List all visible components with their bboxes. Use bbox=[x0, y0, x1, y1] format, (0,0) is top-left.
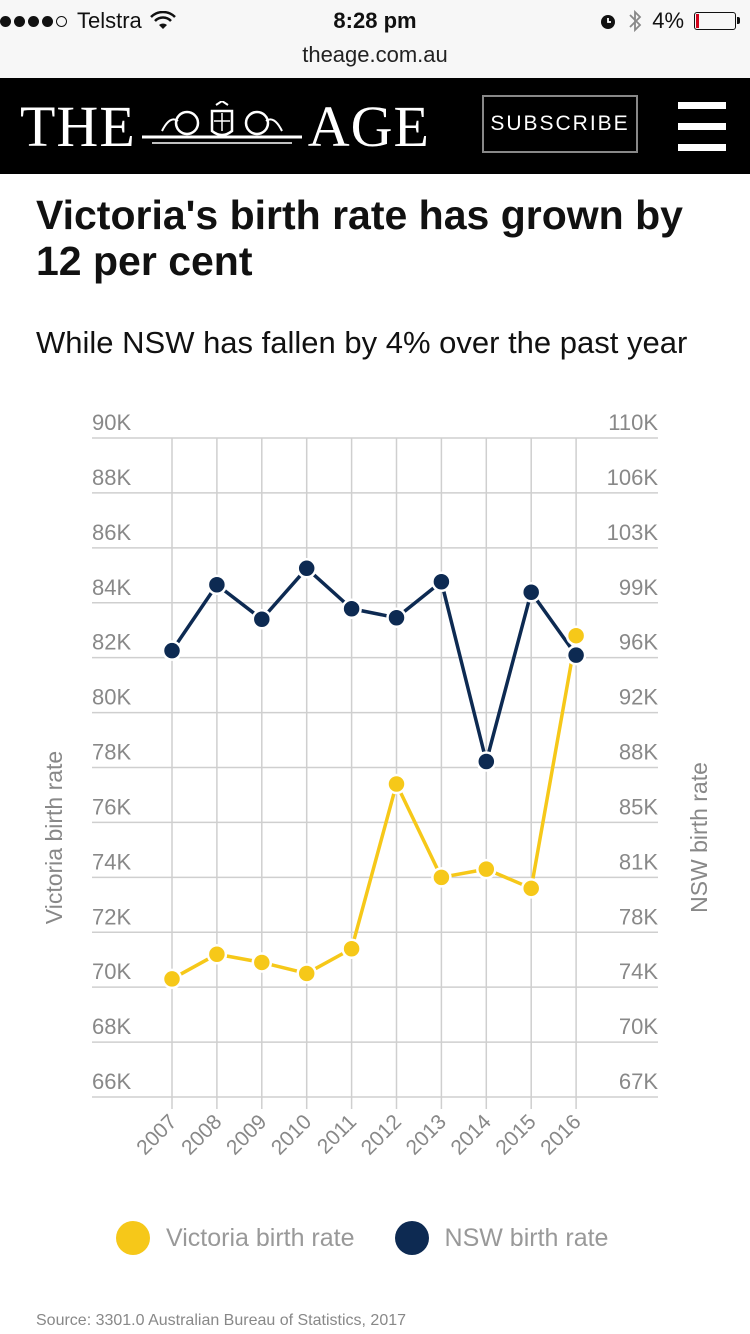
legend-item-victoria[interactable]: Victoria birth rate bbox=[116, 1221, 355, 1255]
data-point-nsw bbox=[431, 571, 452, 593]
y-tick-left: 72K bbox=[92, 904, 131, 929]
y-tick-left: 90K bbox=[92, 410, 131, 435]
carrier-name: Telstra bbox=[77, 8, 142, 33]
series-line-victoria bbox=[171, 635, 578, 981]
crest-icon bbox=[141, 101, 302, 144]
signal-strength-icon bbox=[0, 15, 67, 27]
data-point-nsw bbox=[296, 558, 317, 579]
data-point-victoria bbox=[386, 773, 407, 795]
y-axis-title-left: Victoria birth rate bbox=[41, 751, 67, 924]
y-tick-right: 81K bbox=[619, 849, 658, 874]
birth-rate-chart: 90K 110K 88K 106K 86K 103K 84K 99K 82K 96K 80K 92K 7… bbox=[41, 410, 712, 1160]
x-tick-label: 2015 bbox=[491, 1110, 540, 1159]
y-tick-right: 99K bbox=[619, 575, 658, 600]
x-tick-label: 2010 bbox=[267, 1110, 316, 1159]
alarm-icon bbox=[601, 15, 616, 29]
x-tick-label: 2016 bbox=[536, 1110, 585, 1159]
data-point-nsw bbox=[206, 574, 228, 596]
article-subhead: While NSW has fallen by 4% over the past… bbox=[36, 325, 688, 360]
data-point-victoria bbox=[296, 963, 317, 984]
y-tick-left: 66K bbox=[92, 1069, 131, 1094]
battery-percent: 4% bbox=[652, 8, 684, 33]
data-point-victoria bbox=[565, 625, 587, 646]
x-tick-label: 2013 bbox=[402, 1110, 451, 1159]
data-point-nsw bbox=[565, 644, 587, 666]
data-point-victoria bbox=[520, 878, 542, 899]
y-tick-left: 70K bbox=[92, 959, 131, 984]
y-tick-right: 85K bbox=[619, 794, 658, 819]
legend-swatch-nsw bbox=[394, 1221, 429, 1255]
address-bar-url[interactable]: theage.com.au bbox=[302, 42, 448, 67]
data-point-victoria bbox=[476, 858, 497, 880]
y-tick-right: 92K bbox=[619, 685, 658, 710]
data-point-nsw bbox=[251, 608, 273, 630]
x-tick-label: 2008 bbox=[177, 1110, 226, 1159]
data-point-nsw bbox=[386, 607, 407, 628]
data-point-nsw bbox=[476, 751, 497, 772]
hamburger-menu-icon[interactable] bbox=[678, 102, 726, 152]
y-axis-title-right: NSW birth rate bbox=[686, 762, 712, 913]
data-point-victoria bbox=[161, 968, 183, 990]
y-tick-right: 103K bbox=[607, 520, 659, 545]
legend-item-nsw[interactable]: NSW birth rate bbox=[394, 1221, 609, 1255]
y-tick-left: 68K bbox=[92, 1014, 131, 1039]
wifi-icon bbox=[149, 11, 176, 29]
article-headline: Victoria's birth rate has grown by 12 pe… bbox=[36, 192, 683, 284]
y-tick-left: 82K bbox=[92, 630, 131, 655]
logo-word-the: THE bbox=[20, 93, 136, 159]
y-tick-right: 88K bbox=[619, 740, 658, 765]
x-tick-label: 2009 bbox=[222, 1110, 271, 1159]
legend-label-nsw: NSW birth rate bbox=[444, 1223, 609, 1252]
y-tick-right: 110K bbox=[608, 410, 658, 435]
y-tick-right: 70K bbox=[619, 1014, 658, 1039]
legend-label-victoria: Victoria birth rate bbox=[166, 1223, 355, 1252]
chart-source: Source: 3301.0 Australian Bureau of Stat… bbox=[36, 1312, 407, 1329]
data-point-victoria bbox=[251, 952, 273, 973]
series-line-nsw bbox=[170, 566, 578, 764]
status-bar: Telstra 8:28 pm 4% theage.com.au bbox=[0, 0, 750, 78]
y-tick-right: 96K bbox=[619, 630, 658, 655]
data-point-nsw bbox=[520, 582, 542, 603]
data-point-nsw bbox=[341, 598, 362, 619]
x-tick-label: 2007 bbox=[132, 1110, 181, 1159]
battery-icon bbox=[694, 12, 740, 30]
y-tick-left: 80K bbox=[92, 685, 131, 710]
subscribe-button[interactable]: SUBSCRIBE bbox=[482, 95, 638, 153]
logo-word-age: AGE bbox=[307, 93, 430, 159]
x-tick-label: 2012 bbox=[357, 1110, 406, 1159]
y-tick-left: 84K bbox=[92, 575, 131, 600]
bluetooth-icon bbox=[629, 9, 642, 33]
y-tick-right: 67K bbox=[619, 1069, 658, 1094]
y-tick-right: 74K bbox=[619, 959, 658, 984]
chart-legend: Victoria birth rate NSW birth rate bbox=[116, 1220, 648, 1256]
data-point-nsw bbox=[161, 640, 183, 661]
y-tick-left: 86K bbox=[92, 520, 131, 545]
y-tick-left: 78K bbox=[92, 740, 131, 765]
legend-swatch-victoria bbox=[116, 1221, 150, 1255]
clock: 8:28 pm bbox=[333, 8, 417, 33]
y-tick-left: 88K bbox=[92, 465, 131, 490]
y-tick-left: 76K bbox=[92, 794, 131, 819]
y-tick-right: 106K bbox=[607, 465, 659, 490]
y-tick-left: 74K bbox=[92, 849, 131, 874]
y-tick-right: 78K bbox=[619, 904, 658, 929]
data-point-victoria bbox=[206, 943, 228, 965]
data-point-victoria bbox=[431, 867, 452, 888]
data-point-victoria bbox=[341, 938, 362, 959]
the-age-logo[interactable]: THE AGE bbox=[20, 94, 430, 159]
masthead: THE AGE SUBSCRIBE bbox=[0, 78, 750, 174]
x-tick-label: 2011 bbox=[313, 1110, 361, 1158]
x-tick-label: 2014 bbox=[447, 1110, 497, 1160]
